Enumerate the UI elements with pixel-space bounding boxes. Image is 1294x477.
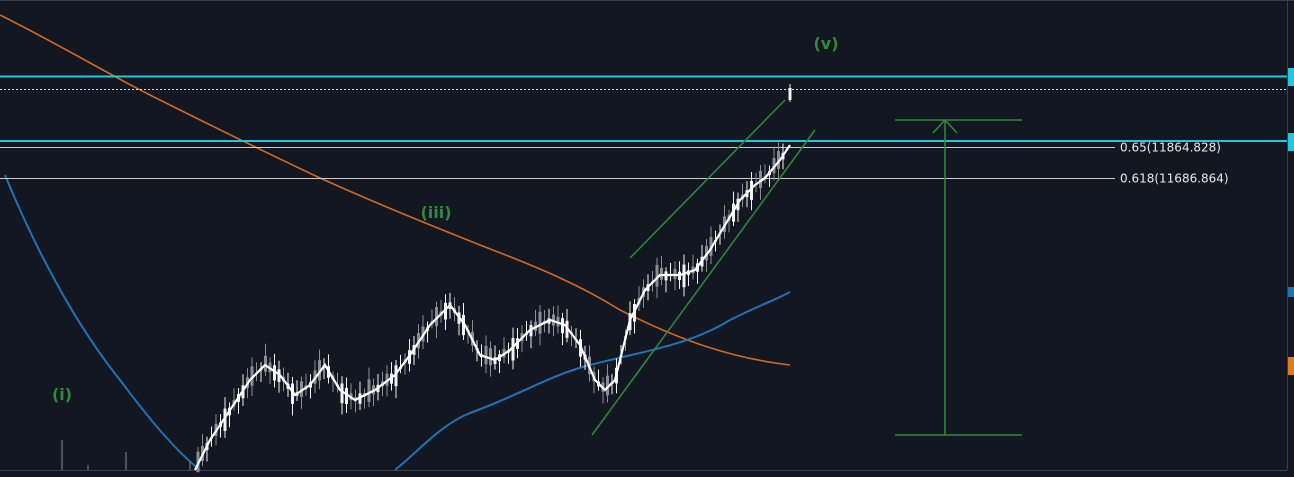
candle-part <box>511 338 515 361</box>
candle-part <box>340 383 344 404</box>
price-tag <box>1288 133 1294 151</box>
channel-line <box>591 129 816 436</box>
wave-label: (iii) <box>420 203 451 222</box>
candle-part <box>435 307 438 327</box>
candle-part <box>606 375 609 396</box>
candle-part <box>788 88 792 100</box>
channel-line <box>629 99 786 259</box>
candle-part <box>318 360 321 381</box>
candle-part <box>489 348 492 366</box>
candle-part <box>462 314 465 336</box>
wave-label: (v) <box>813 34 838 53</box>
wave-label: (i) <box>52 385 72 404</box>
candle-part <box>273 365 276 381</box>
price-tag <box>1288 357 1294 375</box>
candle-part <box>223 408 227 431</box>
fib-label: 0.618(11686.864) <box>1120 172 1229 186</box>
candle-part <box>777 151 780 169</box>
candle-part <box>264 355 267 372</box>
price-tag <box>1288 68 1294 86</box>
orange-ma <box>0 14 791 366</box>
candle-part <box>682 264 686 288</box>
candle-part <box>538 311 542 334</box>
measure-arrow <box>932 118 958 134</box>
candle-part <box>300 381 303 397</box>
candle-part <box>484 345 488 365</box>
fib-label: 0.65(11864.828) <box>1120 141 1221 155</box>
candle-part <box>444 302 447 320</box>
white-ma <box>194 144 791 471</box>
candle-part <box>561 318 564 334</box>
candle-part <box>660 267 663 280</box>
candle-part <box>345 387 348 405</box>
price-tag <box>1288 287 1294 297</box>
candle-part <box>250 366 254 386</box>
candle-part <box>367 379 371 403</box>
candle-part <box>750 180 753 200</box>
candle-part <box>394 365 398 387</box>
candle-part <box>291 383 294 404</box>
candle-part <box>655 264 659 287</box>
candle-part <box>759 170 762 189</box>
